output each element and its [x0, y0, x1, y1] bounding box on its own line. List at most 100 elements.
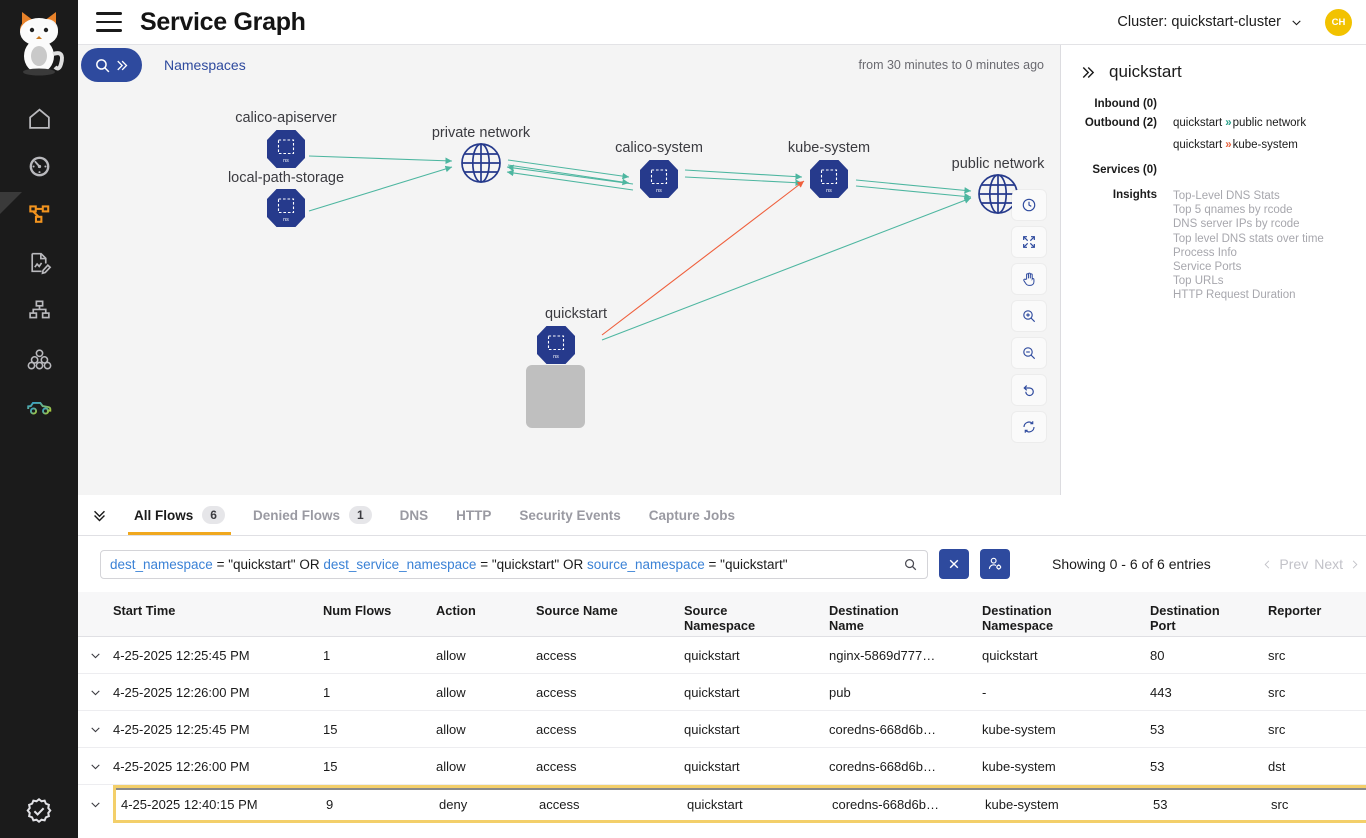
svg-text:ns: ns: [826, 188, 832, 194]
col-action[interactable]: Action: [436, 603, 476, 618]
cat-logo[interactable]: [10, 6, 68, 76]
cell-dest-port: 53: [1150, 758, 1165, 774]
chevron-down-icon: [1292, 19, 1301, 25]
sidebar-item-compliance[interactable]: [0, 796, 78, 826]
svg-text:ns: ns: [553, 354, 559, 360]
table-row[interactable]: 4-25-2025 12:25:45 PM 15 allow access qu…: [78, 711, 1366, 748]
sidebar-item-service-graph[interactable]: [0, 190, 78, 238]
details-panel-title: quickstart: [1109, 62, 1182, 81]
row-expand-button[interactable]: [78, 798, 113, 811]
chevron-down-icon: [91, 689, 100, 695]
cell-reporter: src: [1268, 721, 1286, 737]
svg-text:ns: ns: [283, 217, 289, 223]
col-num-flows[interactable]: Num Flows: [323, 603, 392, 618]
col-dest-name[interactable]: Destination Name: [829, 603, 899, 633]
col-reporter[interactable]: Reporter: [1268, 603, 1322, 618]
cell-reporter: src: [1271, 796, 1289, 812]
cell-dest-port: 53: [1153, 796, 1168, 812]
row-expand-button[interactable]: [78, 649, 113, 662]
table-row[interactable]: 4-25-2025 12:40:15 PM 9 deny access quic…: [113, 785, 1366, 823]
col-start-time[interactable]: Start Time: [113, 603, 176, 618]
sidebar-item-nodes[interactable]: [0, 334, 78, 382]
col-dest-port[interactable]: Destination Port: [1150, 603, 1220, 633]
breadcrumb[interactable]: Namespaces: [164, 57, 246, 73]
filter-bar: dest_namespace = "quickstart" OR dest_se…: [78, 536, 1366, 592]
sidebar-item-dashboard[interactable]: [0, 142, 78, 190]
tab-capture-jobs[interactable]: Capture Jobs: [635, 495, 749, 535]
graph-canvas[interactable]: ns ns ns ns: [78, 85, 1060, 495]
pan-tool-button[interactable]: [1012, 264, 1046, 294]
clear-filter-button[interactable]: [939, 549, 969, 579]
col-dest-ns[interactable]: Destination Namespace: [982, 603, 1054, 633]
reset-tool-button[interactable]: [1012, 375, 1046, 405]
details-panel: quickstart Inbound (0) Outbound (2) quic…: [1060, 45, 1366, 495]
node-label-kube-system: kube-system: [784, 140, 874, 156]
fit-tool-button[interactable]: [1012, 227, 1046, 257]
insight-item[interactable]: DNS server IPs by rcode: [1173, 218, 1300, 231]
column-settings-button[interactable]: [980, 549, 1010, 579]
cluster-selector[interactable]: Cluster: quickstart-cluster: [1117, 14, 1303, 30]
sidebar-item-network-sets[interactable]: [0, 286, 78, 334]
cell-start-time: 4-25-2025 12:25:45 PM: [113, 721, 250, 737]
graph-search-button[interactable]: [81, 48, 142, 82]
table-row[interactable]: 4-25-2025 12:25:45 PM 1 allow access qui…: [78, 637, 1366, 674]
row-expand-button[interactable]: [78, 723, 113, 736]
row-expand-button[interactable]: [78, 760, 113, 773]
details-panel-header: quickstart: [1061, 45, 1366, 82]
insight-item[interactable]: Top URLs: [1173, 275, 1224, 288]
filter-query-input[interactable]: dest_namespace = "quickstart" OR dest_se…: [100, 549, 928, 579]
chevron-down-icon: [91, 726, 100, 732]
chevron-right-icon[interactable]: [1349, 558, 1360, 571]
row-expand-button[interactable]: [78, 686, 113, 699]
outbound-edge-1[interactable]: quickstart» public network: [1173, 117, 1306, 129]
zoom-out-button[interactable]: [1012, 338, 1046, 368]
double-chevron-right-icon[interactable]: [1079, 64, 1096, 81]
tab-security-events[interactable]: Security Events: [505, 495, 634, 535]
insights-row: Insights Top-Level DNS Stats Top 5 qname…: [1061, 189, 1366, 303]
tab-denied-flows[interactable]: Denied Flows 1: [239, 495, 386, 535]
tab-all-flows[interactable]: All Flows 6: [120, 495, 239, 535]
flow-tabs: All Flows 6 Denied Flows 1 DNS HTTP Secu…: [78, 495, 1366, 536]
cell-num-flows: 1: [323, 647, 331, 663]
cell-dest-ns: kube-system: [982, 758, 1056, 774]
hamburger-icon[interactable]: [96, 12, 122, 32]
sidebar-item-home[interactable]: [0, 94, 78, 142]
filter-token-op: =: [212, 556, 229, 572]
insight-item[interactable]: Process Info: [1173, 246, 1237, 259]
tab-http[interactable]: HTTP: [442, 495, 505, 535]
sidebar-item-image-assurance[interactable]: [0, 382, 78, 430]
insight-item[interactable]: Top-Level DNS Stats: [1173, 190, 1280, 202]
tab-label: DNS: [399, 507, 429, 523]
chevron-left-icon[interactable]: [1262, 558, 1273, 571]
next-page-button[interactable]: Next: [1314, 556, 1343, 572]
outbound-to-1: public network: [1232, 117, 1307, 129]
graph-toolbar: Namespaces from 30 minutes to 0 minutes …: [78, 45, 1060, 85]
node-label-public-network: public network: [948, 156, 1048, 172]
col-source-name[interactable]: Source Name: [536, 603, 618, 618]
insight-item[interactable]: Top 5 qnames by rcode: [1173, 204, 1293, 217]
table-row[interactable]: 4-25-2025 12:26:00 PM 15 allow access qu…: [78, 748, 1366, 785]
insight-item[interactable]: HTTP Request Duration: [1173, 289, 1296, 302]
zoom-out-icon: [1023, 347, 1036, 360]
node-label-local-path-storage: local-path-storage: [224, 170, 348, 186]
filter-token-op: =: [704, 556, 721, 572]
refresh-tool-button[interactable]: [1012, 412, 1046, 442]
insight-item[interactable]: Top level DNS stats over time: [1173, 232, 1324, 245]
results-count: Showing 0 - 6 of 6 entries: [1052, 556, 1211, 572]
outbound-edge-2[interactable]: quickstart» kube-system: [1173, 139, 1298, 151]
insight-item[interactable]: Service Ports: [1173, 261, 1242, 274]
prev-page-button[interactable]: Prev: [1279, 556, 1309, 572]
table-row[interactable]: 4-25-2025 12:26:00 PM 1 allow access qui…: [78, 674, 1366, 711]
zoom-in-button[interactable]: [1012, 301, 1046, 331]
tab-dns[interactable]: DNS: [386, 495, 443, 535]
col-source-ns[interactable]: Source Namespace: [684, 603, 756, 633]
avatar[interactable]: CH: [1325, 8, 1352, 36]
outbound-row-2: quickstart» kube-system: [1061, 139, 1366, 151]
pagination: Prev Next: [1262, 556, 1366, 572]
search-icon[interactable]: [903, 557, 918, 572]
sidebar-item-policies[interactable]: [0, 238, 78, 286]
top-bar: Service Graph Cluster: quickstart-cluste…: [78, 0, 1366, 45]
collapse-panel-button[interactable]: [78, 495, 120, 535]
time-tool-button[interactable]: [1012, 190, 1046, 220]
